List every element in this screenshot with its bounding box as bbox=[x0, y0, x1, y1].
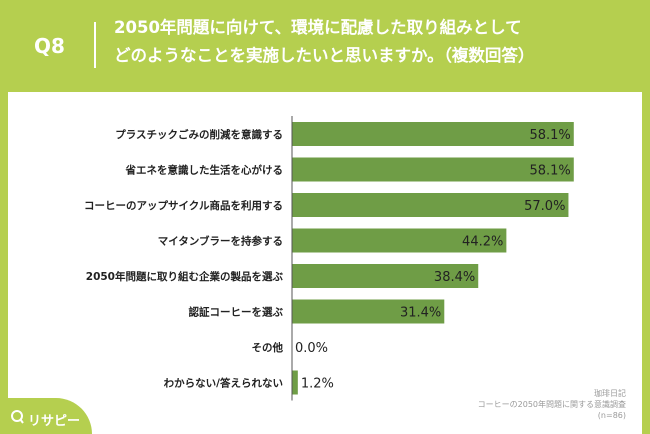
bar bbox=[292, 299, 445, 324]
question-number: Q8 bbox=[34, 34, 65, 58]
question-title: 2050年問題に向けて、環境に配慮した取り組みとして どのようなことを実施したい… bbox=[114, 14, 634, 70]
pin-icon bbox=[11, 410, 24, 424]
bar bbox=[292, 157, 574, 182]
category-label: その他 bbox=[252, 341, 284, 354]
category-label: 省エネを意識した生活を心がける bbox=[125, 164, 284, 177]
value-label: 58.1% bbox=[529, 128, 570, 143]
value-label: 58.1% bbox=[529, 164, 570, 179]
source-line3: (n=86) bbox=[597, 411, 626, 420]
value-label: 38.4% bbox=[434, 270, 475, 285]
category-label: 2050年問題に取り組む企業の製品を選ぶ bbox=[86, 270, 284, 283]
logo-text: リサピー bbox=[28, 414, 81, 429]
value-label: 31.4% bbox=[400, 306, 441, 321]
category-label: プラスチックごみの削減を意識する bbox=[115, 128, 283, 141]
value-label: 44.2% bbox=[462, 235, 503, 250]
category-label: 認証コーヒーを選ぶ bbox=[189, 306, 284, 319]
source-note: 珈琲日記 コーヒーの2050年問題に関する意識調査 (n=86) bbox=[478, 388, 626, 421]
header-divider bbox=[94, 22, 96, 68]
category-label: わからない/答えられない bbox=[164, 377, 283, 390]
value-label: 57.0% bbox=[524, 199, 565, 214]
bar bbox=[292, 122, 574, 146]
source-line1: 珈琲日記 bbox=[594, 389, 626, 398]
question-title-line2: どのようなことを実施したいと思いますか。（複数回答） bbox=[114, 46, 535, 65]
source-line2: コーヒーの2050年問題に関する意識調査 bbox=[477, 400, 626, 409]
logo: リサピー bbox=[0, 398, 92, 434]
bar bbox=[292, 228, 507, 253]
bar bbox=[292, 370, 298, 395]
bar bbox=[292, 193, 569, 217]
header: Q8 2050年問題に向けて、環境に配慮した取り組みとして どのようなことを実施… bbox=[0, 0, 650, 90]
chart-card bbox=[8, 92, 642, 434]
value-label: 0.0% bbox=[295, 341, 328, 356]
category-label: マイタンブラーを持参する bbox=[158, 235, 283, 248]
value-label: 1.2% bbox=[301, 377, 334, 392]
category-label: コーヒーのアップサイクル商品を利用する bbox=[84, 199, 283, 212]
question-title-line1: 2050年問題に向けて、環境に配慮した取り組みとして bbox=[114, 18, 522, 37]
bar bbox=[292, 264, 479, 288]
